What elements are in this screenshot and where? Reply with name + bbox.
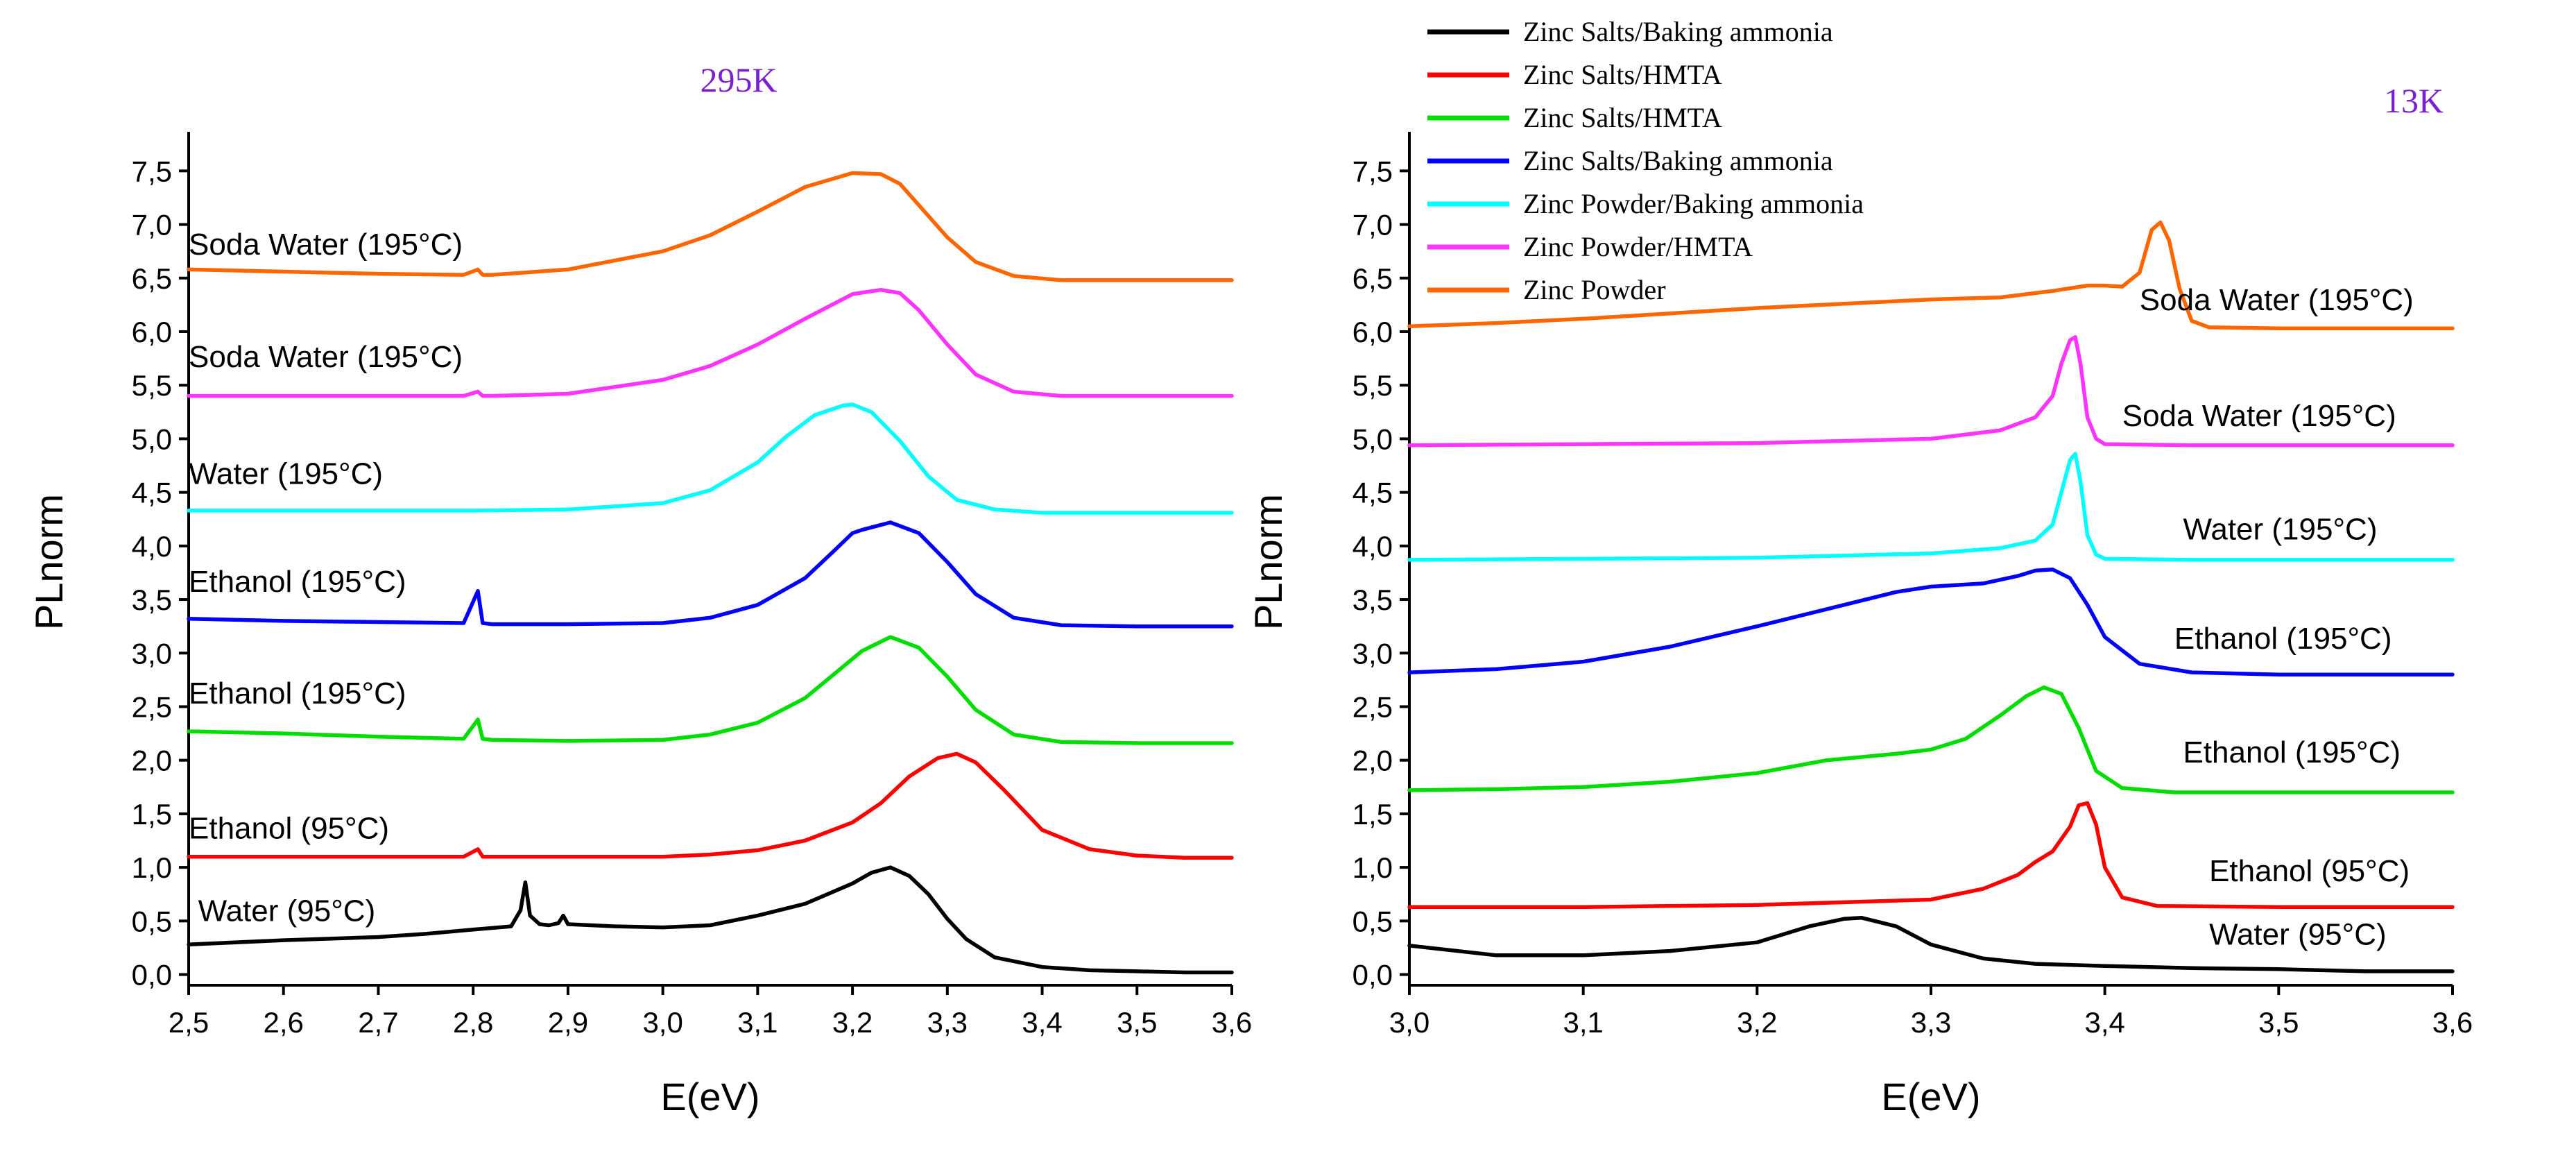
- series-line: [1407, 334, 2455, 448]
- x-tick-label: 3,5: [2258, 1006, 2299, 1039]
- y-tick-label: 5,0: [132, 423, 172, 455]
- series-line: [187, 865, 1234, 975]
- x-tick-label: 3,0: [1389, 1006, 1429, 1039]
- x-axis-title: E(eV): [660, 1075, 759, 1118]
- y-tick-label: 6,0: [1353, 316, 1393, 348]
- chart-title: 295K: [700, 60, 777, 99]
- curve-label: Water (195°C): [2183, 513, 2377, 547]
- legend-entry: Zinc Salts/HMTA: [1523, 59, 1722, 90]
- series-line: [187, 402, 1234, 515]
- y-tick-label: 7,5: [132, 155, 172, 187]
- curve-label: Ethanol (195°C): [2183, 735, 2401, 769]
- x-tick-label: 2,5: [169, 1006, 209, 1039]
- series-line: [1407, 452, 2455, 562]
- curve-label: Water (195°C): [189, 457, 383, 491]
- curve-label: Water (95°C): [2209, 917, 2387, 951]
- series-line: [1407, 685, 2455, 794]
- y-tick-label: 6,0: [132, 316, 172, 348]
- y-axis-title: PLnorm: [1246, 494, 1290, 630]
- x-tick-label: 3,1: [737, 1006, 778, 1039]
- y-tick-label: 1,0: [132, 851, 172, 884]
- y-tick-label: 6,5: [1353, 262, 1393, 295]
- x-tick-label: 2,6: [264, 1006, 304, 1039]
- curve-label: Ethanol (195°C): [189, 676, 406, 710]
- series-line: [187, 635, 1234, 745]
- x-tick-label: 3,4: [2084, 1006, 2124, 1039]
- y-tick-label: 1,0: [1353, 851, 1393, 884]
- legend-entry: Zinc Powder/HMTA: [1523, 231, 1753, 262]
- legend-entry: Zinc Salts/HMTA: [1523, 102, 1722, 133]
- series-line: [1407, 220, 2455, 331]
- y-tick-label: 2,0: [1353, 744, 1393, 777]
- y-tick-label: 4,0: [132, 530, 172, 563]
- chart-title: 13K: [2384, 81, 2444, 120]
- series-line: [187, 751, 1234, 860]
- y-tick-label: 5,0: [1353, 423, 1393, 455]
- x-tick-label: 2,7: [358, 1006, 398, 1039]
- y-tick-label: 6,5: [132, 262, 172, 295]
- series-line: [187, 171, 1234, 282]
- x-tick-label: 3,5: [1117, 1006, 1157, 1039]
- y-tick-label: 4,0: [1353, 530, 1393, 563]
- y-tick-label: 7,0: [1353, 209, 1393, 241]
- curve-label: Ethanol (195°C): [2174, 622, 2392, 656]
- curve-label: Soda Water (195°C): [189, 340, 463, 374]
- curve-label: Water (95°C): [198, 894, 376, 928]
- y-tick-label: 2,0: [132, 744, 172, 777]
- x-tick-label: 2,9: [548, 1006, 588, 1039]
- y-tick-label: 3,5: [132, 584, 172, 616]
- y-tick-label: 3,0: [1353, 637, 1393, 670]
- y-tick-label: 7,5: [1353, 155, 1393, 187]
- x-tick-label: 3,4: [1022, 1006, 1062, 1039]
- y-tick-label: 5,5: [1353, 369, 1393, 402]
- x-axis-title: E(eV): [1881, 1075, 1980, 1118]
- curve-label: Soda Water (195°C): [2122, 399, 2396, 433]
- x-tick-label: 2,8: [453, 1006, 493, 1039]
- left-chart-295k: 0,0 0,5 1,0 1,5 2,0 2,5 3,0 3,5 4,0 4,5 5,0 5,5 6,0 6…: [27, 60, 1252, 1118]
- series-line: [1407, 801, 2455, 910]
- y-tick-label: 5,5: [132, 369, 172, 402]
- series-line: [1407, 915, 2455, 973]
- x-tick-label: 3,3: [927, 1006, 968, 1039]
- curve-label: Ethanol (95°C): [2209, 854, 2410, 888]
- y-tick-label: 3,0: [132, 637, 172, 670]
- x-tick-label: 3,1: [1563, 1006, 1603, 1039]
- x-tick-label: 3,2: [832, 1006, 873, 1039]
- legend-entry: Zinc Powder/Baking ammonia: [1523, 188, 1864, 219]
- legend-entry: Zinc Salts/Baking ammonia: [1523, 16, 1833, 47]
- series-line: [187, 520, 1234, 629]
- legend: Zinc Salts/Baking ammonia Zinc Salts/HMTA…: [1427, 16, 1864, 305]
- y-tick-label: 1,5: [1353, 798, 1393, 831]
- legend-entry: Zinc Powder: [1523, 274, 1666, 305]
- y-tick-label: 0,5: [1353, 905, 1393, 937]
- y-tick-label: 2,5: [132, 690, 172, 723]
- curve-label: Soda Water (195°C): [2140, 283, 2414, 317]
- curve-label: Ethanol (95°C): [189, 811, 389, 845]
- curve-label: Ethanol (195°C): [189, 565, 406, 599]
- x-tick-label: 3,6: [2432, 1006, 2473, 1039]
- x-tick-label: 3,6: [1212, 1006, 1252, 1039]
- series-line: [187, 287, 1234, 398]
- y-tick-label: 0,0: [1353, 959, 1393, 991]
- y-tick-label: 0,0: [132, 959, 172, 991]
- x-tick-label: 3,2: [1737, 1006, 1777, 1039]
- curve-label: Soda Water (195°C): [189, 228, 463, 262]
- y-tick-label: 4,5: [132, 477, 172, 509]
- y-tick-label: 3,5: [1353, 584, 1393, 616]
- y-tick-label: 1,5: [132, 798, 172, 831]
- x-tick-label: 3,3: [1911, 1006, 1951, 1039]
- y-tick-label: 2,5: [1353, 690, 1393, 723]
- y-tick-label: 7,0: [132, 209, 172, 241]
- right-chart-13k: 0,0 0,5 1,0 1,5 2,0 2,5 3,0 3,5 4,0 4,5 5,0 5,5 6,0 6…: [1246, 81, 2473, 1118]
- legend-entry: Zinc Salts/Baking ammonia: [1523, 145, 1833, 176]
- y-axis-title: PLnorm: [27, 494, 71, 630]
- y-tick-label: 4,5: [1353, 477, 1393, 509]
- y-tick-label: 0,5: [132, 905, 172, 937]
- x-tick-label: 3,0: [642, 1006, 682, 1039]
- series-line: [1407, 568, 2455, 676]
